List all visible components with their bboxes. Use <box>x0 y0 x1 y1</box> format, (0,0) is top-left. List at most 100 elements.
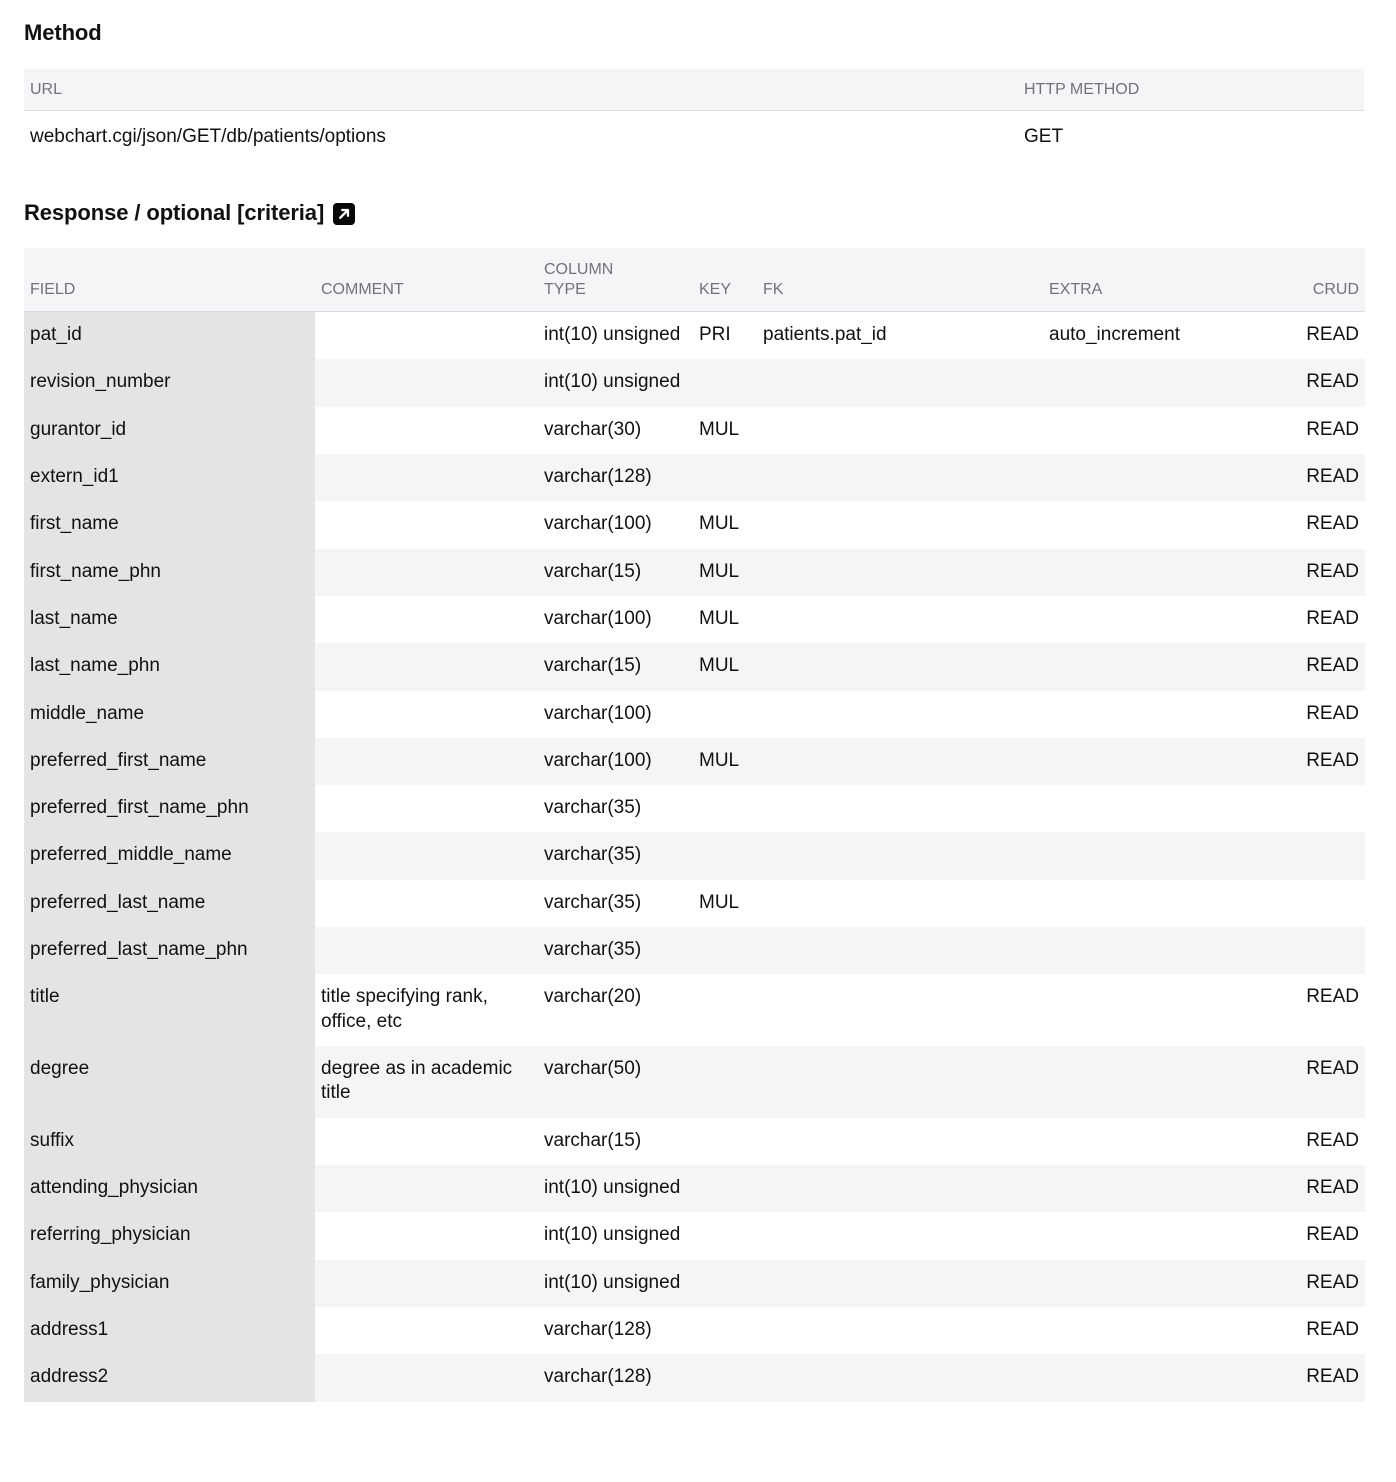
schema-cell-key: MUL <box>693 548 757 596</box>
schema-cell-comment <box>315 311 538 360</box>
schema-cell-fk <box>757 1259 1043 1307</box>
schema-cell-comment <box>315 1117 538 1165</box>
schema-cell-field: preferred_first_name_phn <box>24 785 315 833</box>
method-header-http-method: HTTP METHOD <box>1018 69 1364 111</box>
schema-cell-crud: READ <box>1279 974 1365 1046</box>
schema-cell-comment <box>315 927 538 975</box>
schema-cell-column-type: varchar(35) <box>538 879 693 928</box>
method-section-title: Method <box>24 20 102 45</box>
schema-cell-comment <box>315 548 538 596</box>
table-row: preferred_first_name varchar(100) MUL READ <box>24 737 1365 786</box>
schema-cell-comment <box>315 737 538 786</box>
schema-cell-crud: READ <box>1279 453 1365 502</box>
schema-cell-extra <box>1043 359 1279 407</box>
schema-cell-fk <box>757 927 1043 975</box>
table-row: first_name_phn varchar(15) MUL READ <box>24 548 1365 596</box>
schema-cell-column-type: varchar(15) <box>538 643 693 691</box>
schema-cell-extra <box>1043 785 1279 833</box>
schema-cell-key <box>693 1164 757 1213</box>
schema-cell-column-type: varchar(35) <box>538 832 693 880</box>
schema-cell-extra <box>1043 595 1279 644</box>
response-section-heading: Response / optional [criteria] <box>24 164 1372 226</box>
schema-cell-comment <box>315 1212 538 1260</box>
schema-cell-extra <box>1043 1354 1279 1402</box>
schema-cell-fk <box>757 1354 1043 1402</box>
schema-cell-fk <box>757 785 1043 833</box>
table-row: webchart.cgi/json/GET/db/patients/option… <box>24 110 1364 164</box>
schema-cell-key <box>693 453 757 502</box>
schema-cell-extra <box>1043 1164 1279 1213</box>
schema-cell-extra <box>1043 1306 1279 1355</box>
schema-cell-crud: READ <box>1279 1259 1365 1307</box>
schema-cell-extra <box>1043 643 1279 691</box>
schema-cell-extra <box>1043 1117 1279 1165</box>
schema-cell-column-type: varchar(35) <box>538 927 693 975</box>
schema-cell-field: family_physician <box>24 1259 315 1307</box>
schema-cell-key: MUL <box>693 879 757 928</box>
table-row: suffix varchar(15) READ <box>24 1117 1365 1165</box>
schema-cell-crud: READ <box>1279 1306 1365 1355</box>
table-row: address1 varchar(128) READ <box>24 1306 1365 1355</box>
schema-header-column-type: COLUMN TYPE <box>538 248 693 312</box>
schema-header-extra: EXTRA <box>1043 248 1279 312</box>
schema-cell-crud: READ <box>1279 1354 1365 1402</box>
schema-cell-extra <box>1043 453 1279 502</box>
schema-cell-column-type: varchar(50) <box>538 1046 693 1118</box>
response-section-title: Response / optional [criteria] <box>24 200 325 225</box>
schema-cell-comment: title specifying rank, office, etc <box>315 974 538 1046</box>
schema-cell-comment <box>315 359 538 407</box>
schema-cell-field: last_name <box>24 595 315 644</box>
schema-cell-column-type: varchar(15) <box>538 548 693 596</box>
method-table: URL HTTP METHOD webchart.cgi/json/GET/db… <box>24 69 1364 164</box>
schema-cell-key <box>693 1212 757 1260</box>
schema-cell-fk <box>757 359 1043 407</box>
schema-cell-extra: auto_increment <box>1043 311 1279 360</box>
schema-cell-comment <box>315 453 538 502</box>
schema-cell-fk <box>757 643 1043 691</box>
schema-header-key: KEY <box>693 248 757 312</box>
schema-cell-crud: READ <box>1279 359 1365 407</box>
method-cell-url: webchart.cgi/json/GET/db/patients/option… <box>24 110 1018 164</box>
schema-cell-key <box>693 1046 757 1118</box>
schema-cell-fk <box>757 1164 1043 1213</box>
table-row: preferred_last_name_phn varchar(35) <box>24 927 1365 975</box>
schema-cell-crud: READ <box>1279 406 1365 454</box>
table-row: referring_physician int(10) unsigned READ <box>24 1212 1365 1260</box>
schema-cell-crud: READ <box>1279 643 1365 691</box>
schema-cell-crud <box>1279 927 1365 975</box>
schema-header-field: FIELD <box>24 248 315 312</box>
schema-cell-column-type: varchar(15) <box>538 1117 693 1165</box>
schema-cell-comment <box>315 595 538 644</box>
method-table-head: URL HTTP METHOD <box>24 69 1364 111</box>
schema-cell-fk <box>757 1306 1043 1355</box>
schema-cell-fk <box>757 832 1043 880</box>
schema-cell-column-type: varchar(128) <box>538 1354 693 1402</box>
schema-cell-crud: READ <box>1279 548 1365 596</box>
schema-cell-comment <box>315 785 538 833</box>
schema-cell-comment <box>315 1164 538 1213</box>
schema-cell-column-type: int(10) unsigned <box>538 1164 693 1213</box>
schema-cell-comment <box>315 879 538 928</box>
schema-header-comment: COMMENT <box>315 248 538 312</box>
schema-cell-column-type: varchar(20) <box>538 974 693 1046</box>
schema-cell-extra <box>1043 737 1279 786</box>
schema-cell-crud: READ <box>1279 1117 1365 1165</box>
schema-table-head: FIELD COMMENT COLUMN TYPE KEY FK EXTRA C… <box>24 248 1365 312</box>
schema-cell-field: last_name_phn <box>24 643 315 691</box>
schema-cell-comment: degree as in academic title <box>315 1046 538 1118</box>
schema-cell-field: preferred_last_name <box>24 879 315 928</box>
schema-cell-column-type: int(10) unsigned <box>538 1259 693 1307</box>
table-row: last_name_phn varchar(15) MUL READ <box>24 643 1365 691</box>
schema-cell-field: attending_physician <box>24 1164 315 1213</box>
external-link-icon[interactable] <box>333 203 356 225</box>
schema-cell-extra <box>1043 1046 1279 1118</box>
schema-cell-extra <box>1043 406 1279 454</box>
schema-cell-field: address2 <box>24 1354 315 1402</box>
schema-cell-extra <box>1043 879 1279 928</box>
schema-cell-field: revision_number <box>24 359 315 407</box>
schema-cell-crud <box>1279 832 1365 880</box>
schema-cell-field: first_name_phn <box>24 548 315 596</box>
schema-cell-key <box>693 1117 757 1165</box>
schema-header-crud: CRUD <box>1279 248 1365 312</box>
schema-cell-fk: patients.pat_id <box>757 311 1043 360</box>
